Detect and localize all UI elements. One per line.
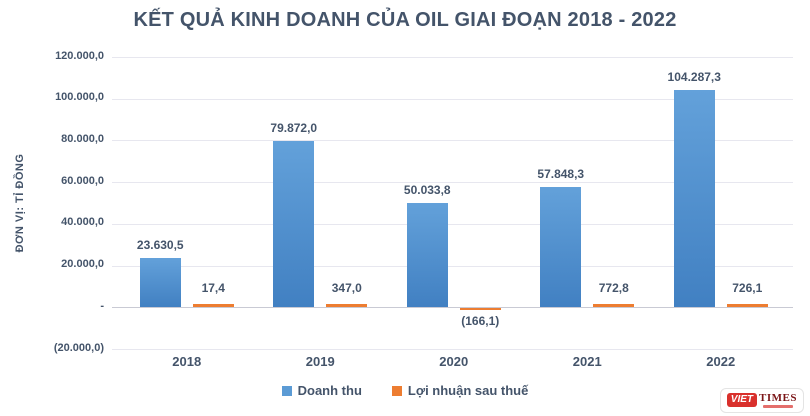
x-axis-label: 2021 <box>572 354 602 369</box>
bar-loi-nhuan <box>326 304 368 308</box>
bar-value-label-doanh-thu: 104.287,3 <box>667 69 721 84</box>
bar-loi-nhuan <box>192 304 234 308</box>
gridline <box>112 223 793 225</box>
y-tick-label: 40.000,0 <box>61 216 104 229</box>
gridline <box>112 349 793 350</box>
x-axis-label: 2022 <box>706 354 736 369</box>
bar-value-label-doanh-thu: 79.872,0 <box>270 120 318 135</box>
gridline <box>112 98 793 100</box>
x-axis-label: 2020 <box>439 354 469 369</box>
bar-value-label-loi-nhuan: 726,1 <box>732 281 763 296</box>
bar-loi-nhuan <box>459 308 501 311</box>
y-tick-label: 100.000,0 <box>55 91 104 104</box>
viettimes-logo: VIET TIMES <box>719 388 804 413</box>
bar-value-label-doanh-thu: 57.848,3 <box>537 166 585 181</box>
bar-value-label-loi-nhuan: 347,0 <box>331 281 362 296</box>
legend-marker-loi-nhuan <box>391 385 402 396</box>
zero-axis-line <box>112 307 793 309</box>
bar-value-label-loi-nhuan: 772,8 <box>598 281 629 296</box>
y-tick-label: - <box>100 299 104 312</box>
bar-doanh-thu <box>540 186 582 308</box>
viettimes-logo-times: TIMES <box>759 392 797 404</box>
chart-title: KẾT QUẢ KINH DOANH CỦA OIL GIAI ĐOẠN 201… <box>133 9 677 31</box>
bar-value-label-doanh-thu: 50.033,8 <box>403 182 451 197</box>
bar-value-label-loi-nhuan: (166,1) <box>461 314 500 329</box>
y-tick-label: 60.000,0 <box>61 174 104 187</box>
y-tick-label: (20.000,0) <box>53 341 104 354</box>
viettimes-logo-viet: VIET <box>726 393 758 407</box>
x-axis-label: 2018 <box>172 354 202 369</box>
gridline <box>112 57 793 58</box>
bar-doanh-thu <box>139 257 181 308</box>
bar-doanh-thu <box>673 89 715 308</box>
y-tick-label: 80.000,0 <box>61 132 104 145</box>
bar-value-label-doanh-thu: 23.630,5 <box>136 237 184 252</box>
bar-doanh-thu <box>406 202 448 308</box>
legend-marker-doanh-thu <box>281 385 292 396</box>
legend-label-loi-nhuan: Lợi nhuận sau thuế <box>407 383 529 398</box>
x-axis-label: 2019 <box>305 354 335 369</box>
viettimes-logo-times-wrap: TIMES <box>759 393 797 408</box>
gridline <box>112 140 793 142</box>
legend-item-loi-nhuan: Lợi nhuận sau thuế <box>391 383 529 398</box>
bar-loi-nhuan <box>593 304 635 308</box>
y-tick-label: 120.000,0 <box>55 49 104 62</box>
legend: Doanh thu Lợi nhuận sau thuế <box>0 383 810 398</box>
y-tick-label: 20.000,0 <box>61 258 104 271</box>
legend-label-doanh-thu: Doanh thu <box>297 383 362 398</box>
legend-item-doanh-thu: Doanh thu <box>281 383 362 398</box>
bar-loi-nhuan <box>726 304 768 308</box>
gridline <box>112 182 793 184</box>
bar-value-label-loi-nhuan: 17,4 <box>201 281 225 296</box>
bar-doanh-thu <box>273 140 315 308</box>
viettimes-tagline-strip <box>763 405 794 408</box>
gridline <box>112 265 793 267</box>
